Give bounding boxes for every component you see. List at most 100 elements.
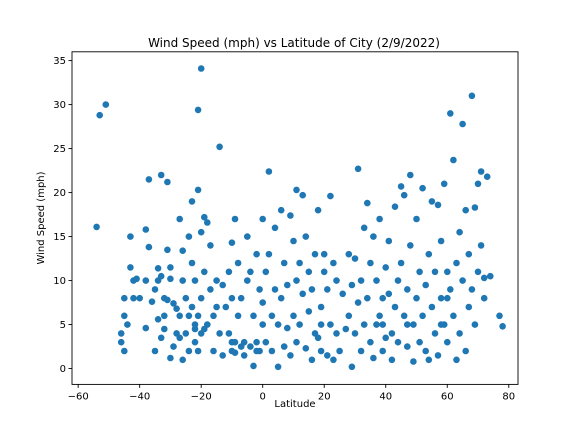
- data-point: [456, 330, 463, 337]
- data-point: [437, 237, 445, 245]
- data-point: [299, 191, 307, 199]
- data-point: [351, 255, 359, 262]
- data-point: [290, 312, 297, 320]
- data-point: [468, 92, 476, 100]
- data-point: [117, 338, 125, 346]
- x-tick-label: 20: [318, 391, 331, 402]
- data-point: [240, 352, 248, 359]
- data-point: [151, 286, 159, 293]
- data-point: [388, 356, 396, 364]
- data-point: [354, 165, 362, 173]
- data-point: [93, 223, 100, 231]
- data-point: [499, 323, 506, 330]
- data-point: [474, 268, 482, 276]
- data-point: [410, 321, 417, 328]
- data-point: [231, 349, 239, 357]
- data-point: [447, 286, 454, 293]
- data-point: [293, 277, 300, 284]
- data-point: [459, 277, 466, 284]
- data-point: [197, 228, 205, 236]
- data-point: [250, 362, 257, 370]
- data-point: [188, 259, 196, 267]
- data-point: [453, 259, 460, 267]
- data-point: [379, 347, 387, 355]
- data-point: [474, 180, 482, 188]
- data-point: [348, 363, 356, 371]
- data-point: [244, 233, 251, 240]
- data-point: [339, 290, 347, 298]
- data-point: [194, 186, 202, 194]
- y-tick-label: 20: [53, 188, 66, 199]
- x-tick-label: −20: [191, 391, 212, 402]
- data-point: [167, 275, 174, 283]
- data-point: [453, 356, 460, 364]
- data-point: [265, 168, 273, 175]
- data-point: [268, 347, 276, 355]
- data-point: [157, 334, 165, 342]
- data-point: [462, 206, 470, 214]
- data-point: [342, 325, 350, 333]
- data-point: [308, 286, 316, 293]
- data-point: [290, 237, 297, 245]
- data-point: [367, 259, 374, 267]
- data-point: [219, 281, 226, 289]
- data-point: [179, 356, 186, 364]
- data-point: [176, 215, 183, 223]
- data-point: [173, 305, 180, 313]
- data-point: [367, 338, 374, 346]
- data-point: [428, 303, 436, 311]
- data-point: [253, 347, 260, 355]
- data-point: [197, 294, 205, 302]
- data-point: [216, 143, 223, 151]
- x-tick-label: 0: [260, 391, 266, 402]
- data-point: [148, 298, 156, 306]
- data-point: [394, 277, 402, 284]
- data-point: [231, 215, 239, 223]
- y-tick-label: 10: [53, 276, 66, 287]
- data-point: [142, 277, 150, 284]
- data-point: [228, 338, 236, 346]
- data-point: [419, 184, 426, 192]
- data-point: [176, 312, 183, 320]
- data-point: [250, 312, 257, 320]
- data-point: [311, 250, 319, 258]
- data-point: [164, 296, 171, 304]
- data-point: [222, 303, 230, 311]
- data-point: [391, 203, 399, 210]
- data-point: [207, 286, 214, 293]
- data-point: [477, 242, 485, 249]
- data-point: [397, 259, 405, 267]
- data-point: [305, 268, 313, 276]
- data-point: [253, 250, 260, 258]
- data-point: [477, 168, 485, 175]
- data-point: [96, 111, 103, 119]
- data-point: [194, 106, 202, 114]
- data-point: [444, 338, 451, 346]
- data-point: [434, 352, 442, 359]
- data-point: [296, 259, 303, 267]
- data-point: [348, 281, 356, 289]
- data-point: [317, 303, 325, 311]
- data-point: [397, 183, 405, 190]
- data-point: [271, 286, 279, 293]
- data-point: [228, 294, 236, 302]
- data-point: [121, 312, 128, 320]
- data-point: [447, 110, 454, 117]
- y-axis-ticks: 0 5 10 15 20 25 30 35: [53, 56, 72, 375]
- data-point: [404, 286, 411, 293]
- data-point: [142, 324, 150, 332]
- data-point: [191, 277, 199, 284]
- data-point: [364, 199, 371, 207]
- data-point: [161, 312, 168, 320]
- data-point: [247, 268, 254, 276]
- data-point: [450, 156, 457, 164]
- data-point: [170, 343, 177, 350]
- data-point: [280, 343, 288, 350]
- data-point: [287, 352, 294, 359]
- data-point: [425, 250, 433, 258]
- data-point: [154, 265, 162, 272]
- data-point: [188, 303, 196, 311]
- data-point: [182, 294, 190, 302]
- data-point: [185, 347, 193, 355]
- data-point: [376, 215, 383, 223]
